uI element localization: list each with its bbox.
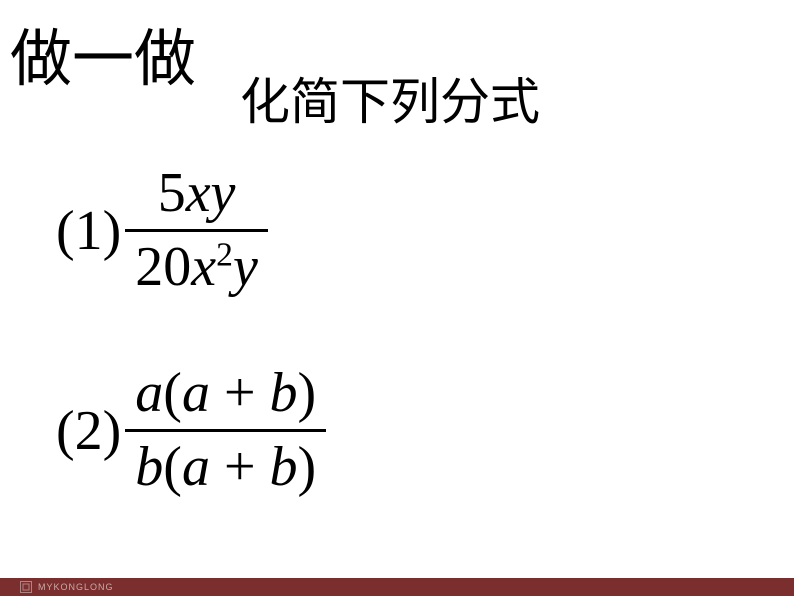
- problem-2-fraction: a(a + b) b(a + b): [125, 360, 326, 501]
- footer-logo-icon: [20, 581, 32, 593]
- problem-1-denominator: 20x2y: [125, 234, 268, 301]
- subtitle: 化简下列分式: [240, 62, 540, 134]
- problem-2-label: (2): [56, 399, 121, 463]
- fraction-bar: [125, 229, 268, 232]
- fraction-bar: [125, 429, 326, 432]
- problem-1-label: (1): [56, 199, 121, 263]
- footer-bar: MYKONGLONG: [0, 578, 794, 596]
- problem-2-numerator: a(a + b): [125, 360, 326, 427]
- heading: 做一做: [10, 8, 196, 98]
- problem-2-denominator: b(a + b): [125, 434, 326, 501]
- problem-1: (1) 5xy 20x2y: [56, 160, 268, 301]
- problem-2: (2) a(a + b) b(a + b): [56, 360, 326, 501]
- footer-text: MYKONGLONG: [38, 582, 114, 592]
- problem-1-numerator: 5xy: [148, 160, 246, 227]
- problem-1-fraction: 5xy 20x2y: [125, 160, 268, 301]
